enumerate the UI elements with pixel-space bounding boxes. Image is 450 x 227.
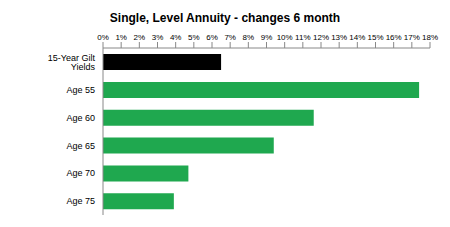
svg-text:1%: 1% (115, 33, 127, 42)
svg-text:10%: 10% (277, 33, 293, 42)
svg-text:3%: 3% (152, 33, 164, 42)
svg-text:15%: 15% (367, 33, 383, 42)
svg-text:12%: 12% (313, 33, 329, 42)
svg-text:5%: 5% (188, 33, 200, 42)
svg-text:0%: 0% (97, 33, 109, 42)
svg-text:13%: 13% (331, 33, 347, 42)
svg-text:Age 70: Age 70 (66, 168, 95, 178)
svg-text:15-Year GiltYields: 15-Year GiltYields (48, 53, 96, 72)
svg-text:Age 65: Age 65 (66, 141, 95, 151)
svg-text:7%: 7% (224, 33, 236, 42)
svg-text:11%: 11% (295, 33, 310, 42)
svg-text:14%: 14% (349, 33, 365, 42)
svg-text:2%: 2% (134, 33, 146, 42)
svg-text:16%: 16% (386, 33, 402, 42)
svg-text:Age 60: Age 60 (66, 113, 95, 123)
html-text:Single, Level Annuity - change: Single, Level Annuity - changes 6 month (109, 11, 341, 25)
svg-text:6%: 6% (206, 33, 218, 42)
svg-text:8%: 8% (243, 33, 255, 42)
svg-text:Age 75: Age 75 (66, 196, 95, 206)
svg-text:4%: 4% (170, 33, 182, 42)
svg-text:9%: 9% (261, 33, 273, 42)
svg-text:17%: 17% (404, 33, 420, 42)
svg-text:18%: 18% (422, 33, 438, 42)
svg-text:Age 55: Age 55 (66, 85, 95, 95)
